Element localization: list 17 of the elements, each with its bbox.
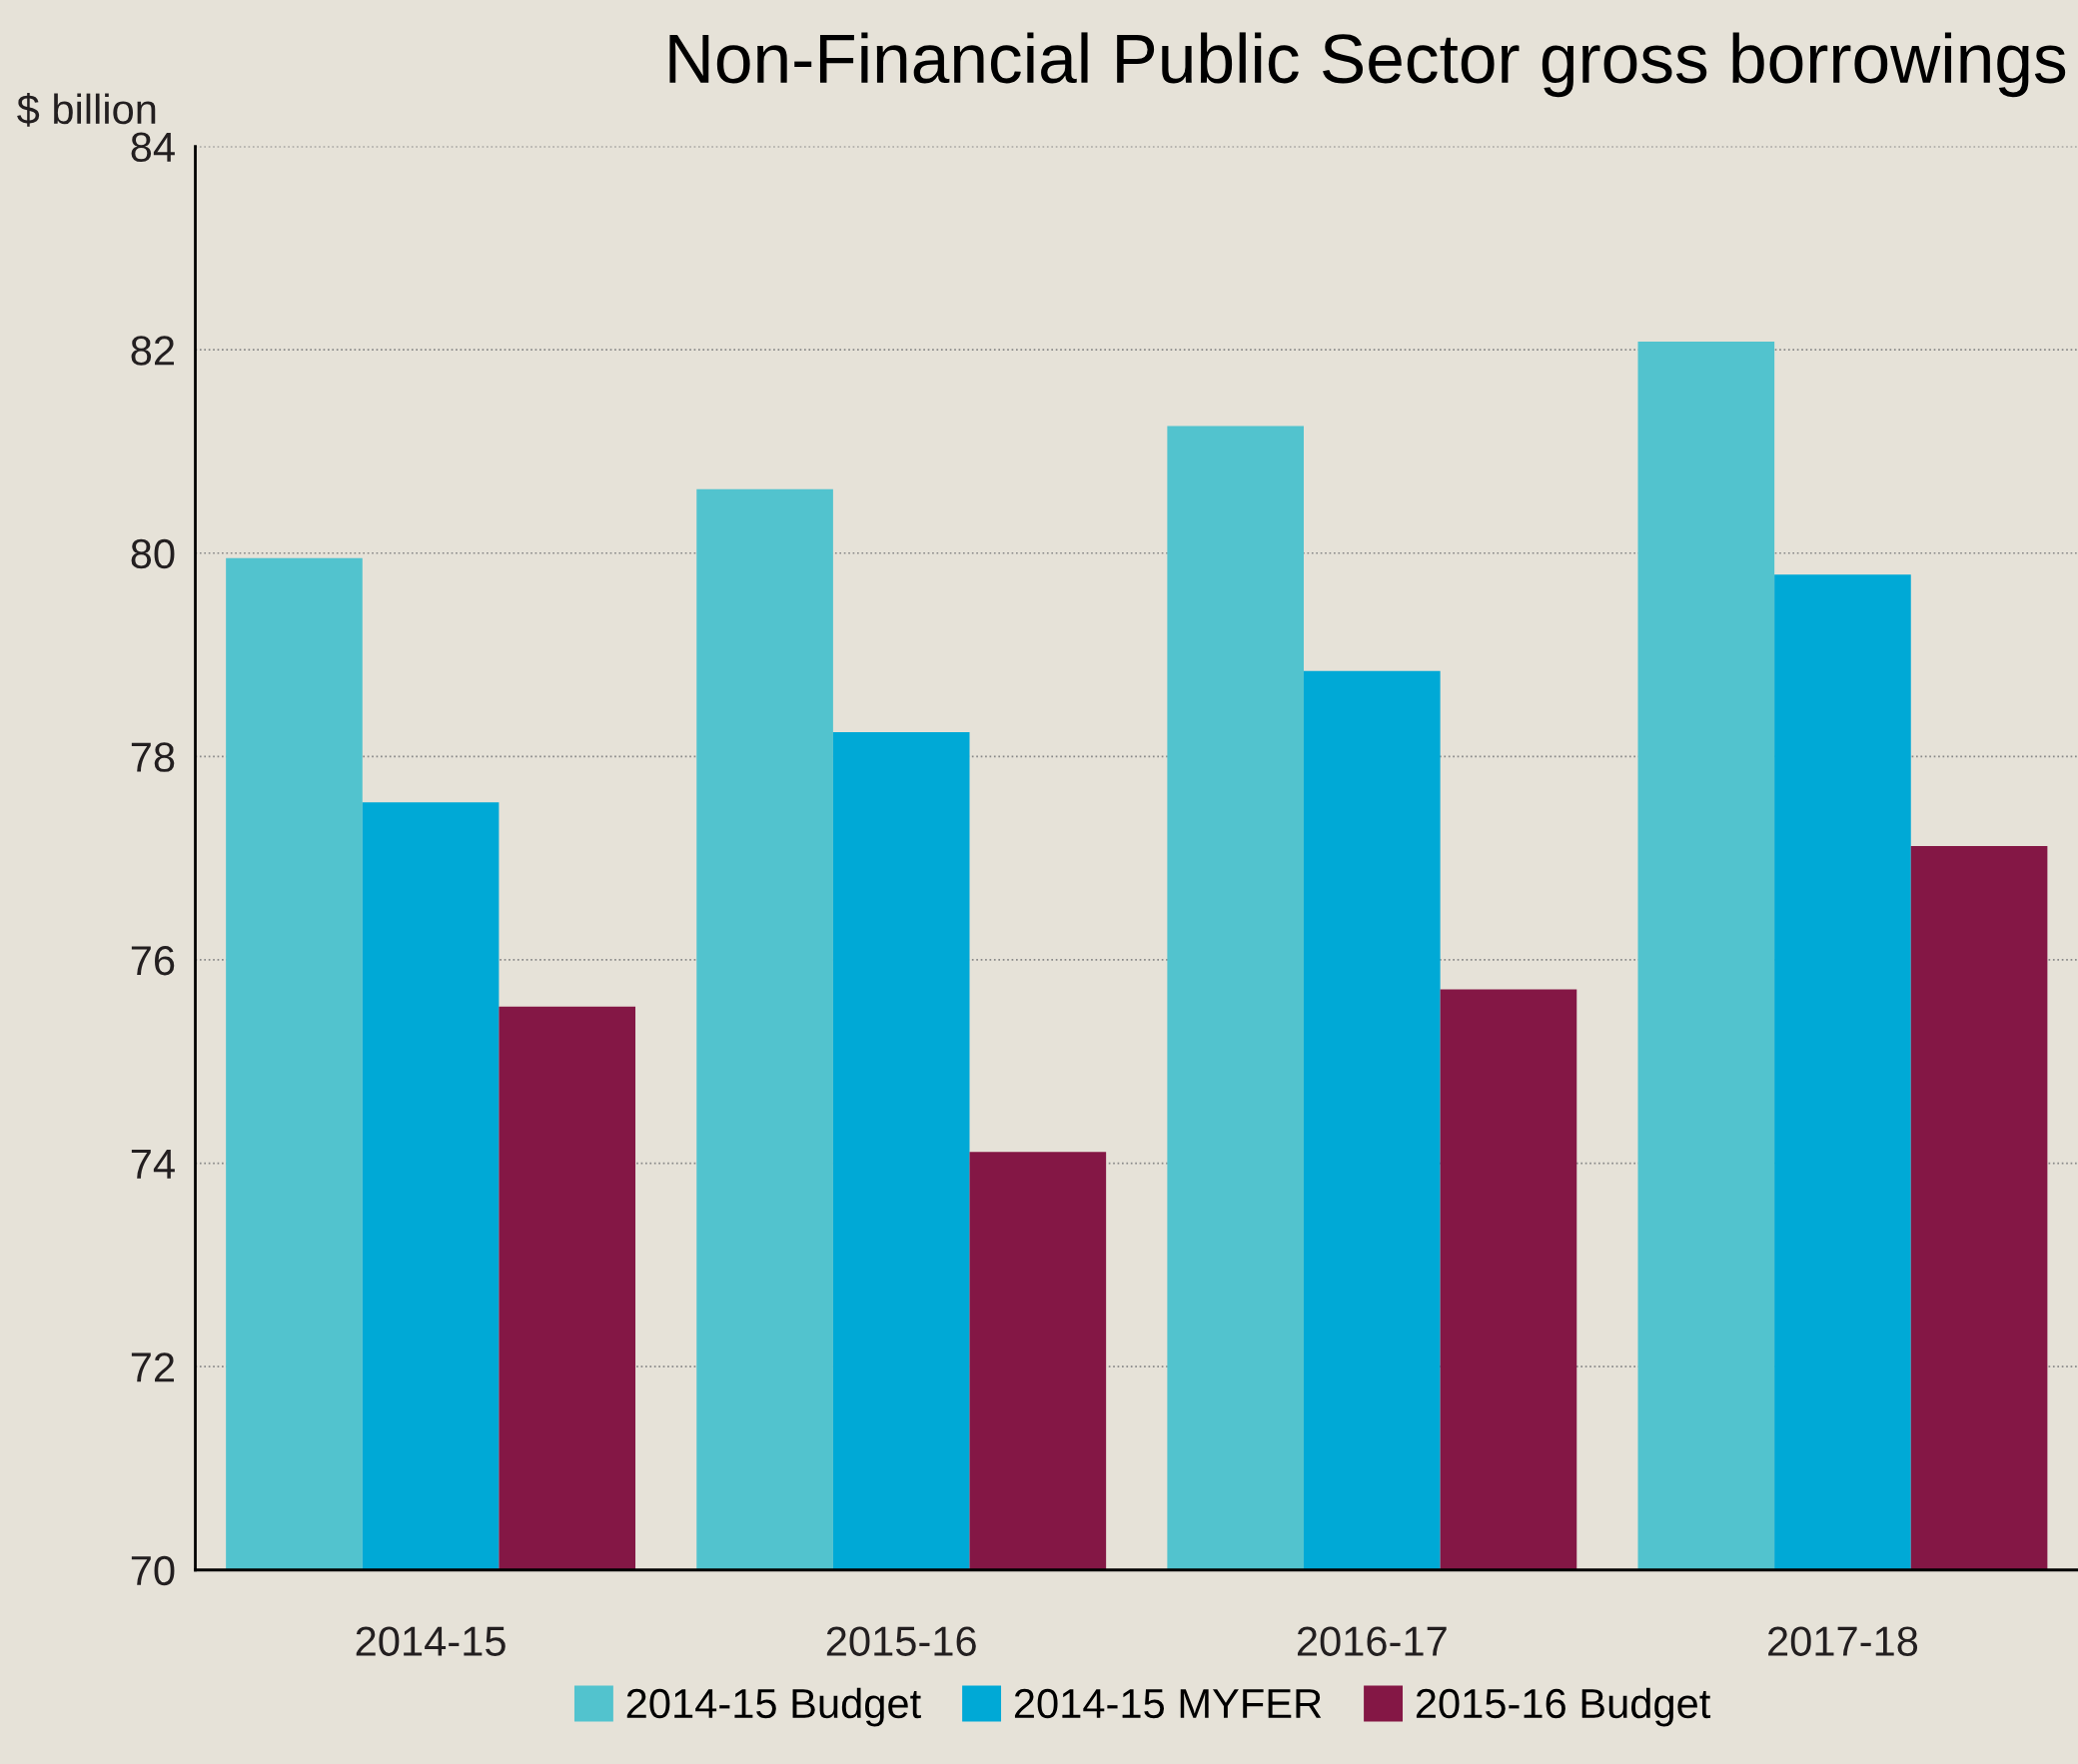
legend-label: 2015-16 Budget	[1416, 1687, 1711, 1727]
legend-label: 2014-15 Budget	[626, 1687, 921, 1727]
y-tick-label: 80	[131, 538, 175, 569]
x-tick-label: 2014-15	[356, 1626, 506, 1656]
y-tick-label: 76	[131, 945, 175, 976]
x-tick-label: 2015-16	[826, 1626, 976, 1656]
x-tick-label: 2016-17	[1297, 1626, 1447, 1656]
y-tick-label: 82	[131, 336, 174, 366]
y-tick-label: 72	[131, 1352, 174, 1382]
y-axis-title: $ billion	[17, 92, 156, 127]
y-tick-label: 84	[131, 132, 175, 163]
legend-label: 2014-15 MYFER	[1014, 1688, 1322, 1719]
chart-title: Non-Financial Public Sector gross borrowings	[669, 32, 2066, 98]
x-tick-label: 2017-18	[1768, 1626, 1918, 1656]
y-tick-label: 74	[131, 1149, 175, 1179]
y-tick-label: 70	[131, 1555, 175, 1586]
y-tick-label: 78	[131, 742, 175, 772]
